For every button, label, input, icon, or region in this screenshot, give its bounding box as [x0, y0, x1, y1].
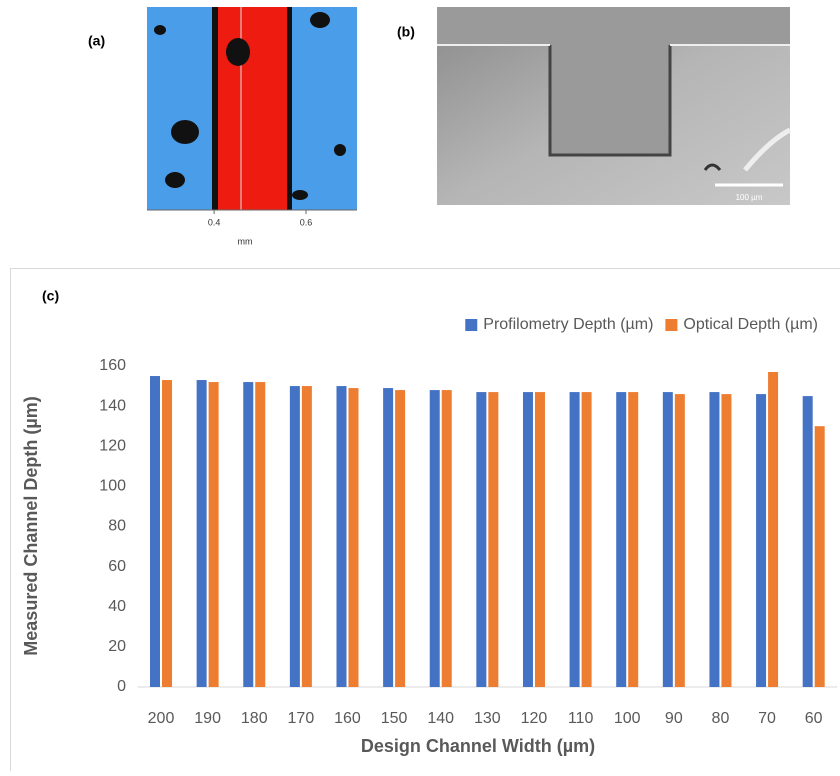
panel-b-image — [437, 7, 790, 205]
x-tick-label: 70 — [758, 710, 776, 727]
bar — [721, 394, 731, 687]
x-tick-label: 130 — [474, 710, 501, 727]
bar — [395, 390, 405, 687]
legend: Profilometry Depth (µm) Optical Depth (µm… — [465, 316, 818, 333]
y-tick-label: 140 — [99, 397, 126, 414]
bar — [348, 388, 358, 687]
panel-label: (b) — [397, 24, 415, 40]
x-tick-label: 170 — [288, 710, 315, 727]
axis-label: mm — [238, 236, 253, 246]
panel-label: (a) — [88, 33, 105, 49]
x-tick-label: 90 — [665, 710, 683, 727]
bar — [523, 392, 533, 687]
x-tick-label: 160 — [334, 710, 361, 727]
bar — [488, 392, 498, 687]
x-tick-label: 120 — [521, 710, 548, 727]
y-tick-label: 80 — [108, 518, 126, 535]
bar — [582, 392, 592, 687]
x-tick-label: 0.6 — [300, 217, 313, 227]
x-axis-title: Design Channel Width (µm) — [361, 736, 595, 756]
bar — [383, 388, 393, 687]
y-tick-label: 40 — [108, 598, 126, 615]
bar — [162, 380, 172, 687]
bar — [815, 426, 825, 687]
bar — [255, 382, 265, 687]
bar — [570, 392, 580, 687]
bar — [150, 376, 160, 687]
x-tick-label: 150 — [381, 710, 408, 727]
bar — [243, 382, 253, 687]
bar — [675, 394, 685, 687]
x-tick-label: 60 — [805, 710, 823, 727]
panel-a-image — [147, 7, 357, 210]
legend-label: Profilometry Depth (µm) — [483, 316, 653, 333]
x-tick-label: 80 — [712, 710, 730, 727]
bar — [476, 392, 486, 687]
y-tick-label: 160 — [99, 357, 126, 374]
bar — [430, 390, 440, 687]
bar — [290, 386, 300, 687]
x-tick-label: 200 — [148, 710, 175, 727]
panel-a-ticks: 0.4 0.6 — [208, 210, 312, 227]
y-tick-label: 100 — [99, 478, 126, 495]
bar — [209, 382, 219, 687]
x-tick-label: 180 — [241, 710, 268, 727]
bar — [709, 392, 719, 687]
x-tick-label: 100 — [614, 710, 641, 727]
y-tick-label: 20 — [108, 638, 126, 655]
panel-label: (c) — [42, 288, 59, 304]
y-tick-label: 120 — [99, 437, 126, 454]
scale-bar-label: 100 µm — [736, 193, 763, 202]
x-tick-label: 110 — [568, 710, 594, 727]
y-axis-title: Measured Channel Depth (µm) — [21, 396, 41, 655]
bar — [768, 372, 778, 687]
x-tick-label: 140 — [427, 710, 454, 727]
y-tick-label: 60 — [108, 558, 126, 575]
bar — [628, 392, 638, 687]
x-tick-label: 0.4 — [208, 217, 221, 227]
bar — [756, 394, 766, 687]
bar — [535, 392, 545, 687]
plot: 0 20 40 60 80 100 120 140 160 200 190 180 170 160 150 1… — [99, 316, 837, 727]
bar — [336, 386, 346, 687]
bar — [803, 396, 813, 687]
bar — [663, 392, 673, 687]
x-tick-label: 190 — [194, 710, 221, 727]
legend-swatch — [465, 319, 477, 331]
bar — [616, 392, 626, 687]
legend-label: Optical Depth (µm) — [683, 316, 818, 333]
bar — [197, 380, 207, 687]
legend-swatch — [665, 319, 677, 331]
y-tick-label: 0 — [117, 678, 126, 695]
bar — [302, 386, 312, 687]
bar — [442, 390, 452, 687]
